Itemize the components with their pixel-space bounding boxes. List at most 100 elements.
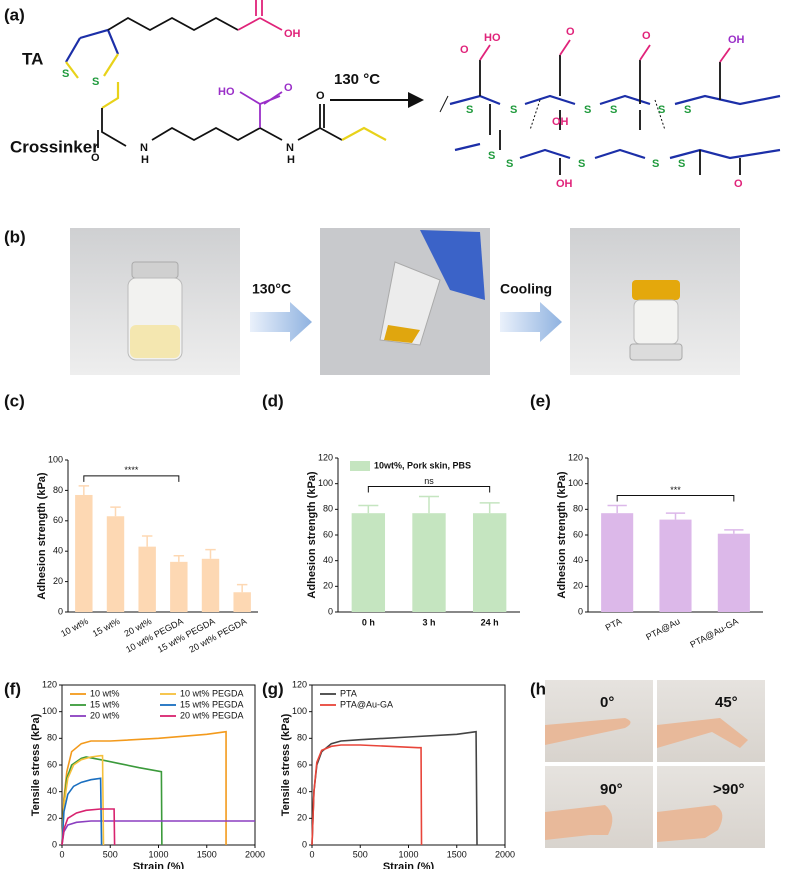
- y-axis-label: Tensile stress (kPa): [30, 713, 42, 816]
- atom: S: [466, 104, 473, 116]
- atom: S: [488, 150, 495, 162]
- x-tick-label: PTA@Au: [644, 616, 681, 642]
- x-tick-label: 1500: [447, 849, 467, 859]
- legend-label: 10wt%, Pork skin, PBS: [374, 460, 471, 470]
- bar: [659, 519, 692, 612]
- y-tick-label: 40: [573, 555, 583, 565]
- atom: HO: [484, 32, 501, 44]
- atom: O: [734, 178, 743, 190]
- atom: S: [92, 76, 99, 88]
- error-bar: [173, 555, 185, 562]
- y-tick-label: 20: [323, 581, 333, 591]
- error-bar: [665, 512, 686, 520]
- error-bar: [110, 506, 121, 517]
- y-tick-label: 80: [323, 504, 333, 514]
- finger: [545, 805, 613, 840]
- x-tick-label: 10 wt%: [59, 616, 90, 639]
- legend-label: 20 wt% PEGDA: [180, 710, 244, 720]
- x-tick-label: 1000: [148, 849, 168, 859]
- atom: OH: [556, 178, 573, 190]
- y-tick-label: 80: [53, 485, 63, 495]
- line: [61, 808, 116, 846]
- step-label: 130°C: [252, 281, 291, 297]
- error-bar: [236, 583, 248, 593]
- y-tick-label: 20: [47, 813, 57, 823]
- glove: [420, 230, 485, 300]
- melt: [384, 325, 420, 343]
- significance-bracket: [367, 486, 491, 493]
- vial: [379, 261, 441, 346]
- legend-label: 15 wt%: [90, 699, 120, 709]
- axis: [67, 460, 258, 613]
- significance-label: ***: [670, 485, 681, 495]
- significance-bracket: [83, 475, 180, 482]
- carboxyl: [479, 39, 731, 63]
- y-tick-label: 60: [47, 759, 57, 769]
- x-tick-label: 500: [103, 849, 118, 859]
- side-chain: [479, 55, 741, 175]
- x-tick-label: 3 h: [422, 617, 435, 627]
- y-axis-label: Adhesion strength (kPa): [36, 472, 48, 599]
- atom: O: [316, 90, 325, 102]
- arrow: [500, 302, 562, 342]
- y-tick-label: 0: [302, 839, 307, 849]
- h-bond: [529, 99, 541, 131]
- atom: S: [684, 104, 691, 116]
- bond: [151, 126, 261, 142]
- atom: S: [658, 104, 665, 116]
- x-tick-label: 2000: [495, 849, 515, 859]
- y-tick-label: 40: [47, 786, 57, 796]
- x-tick-label: 500: [353, 849, 368, 859]
- legend-label: 15 wt% PEGDA: [180, 699, 244, 709]
- y-tick-label: 120: [292, 679, 307, 689]
- atom: O: [91, 152, 100, 164]
- x-tick-label: 0 h: [362, 617, 375, 627]
- line: [311, 744, 423, 846]
- finger: [545, 718, 631, 745]
- significance-label: ****: [124, 465, 139, 475]
- y-tick-label: 120: [568, 452, 583, 462]
- backbone: [449, 94, 781, 106]
- bar: [201, 558, 220, 612]
- bond: [341, 126, 387, 141]
- vial: [633, 299, 679, 345]
- line: [61, 730, 227, 846]
- legend-label: PTA: [340, 688, 357, 698]
- y-tick-label: 0: [52, 839, 57, 849]
- panel-label: (d): [262, 391, 284, 410]
- atom: OH: [284, 28, 301, 40]
- y-tick-label: 80: [47, 733, 57, 743]
- line: [61, 756, 163, 846]
- bond: [239, 91, 283, 128]
- bar: [138, 546, 156, 612]
- x-axis-label: Strain (%): [133, 861, 185, 869]
- x-axis-label: Strain (%): [383, 861, 435, 869]
- vial-cap: [131, 261, 179, 279]
- atom: S: [678, 158, 685, 170]
- legend-label: PTA@Au-GA: [340, 699, 393, 709]
- x-tick-label: 2000: [245, 849, 265, 859]
- error-bar: [418, 495, 440, 514]
- y-tick-label: 120: [318, 452, 333, 462]
- line: [61, 820, 255, 846]
- atom: O: [642, 30, 651, 42]
- bond: [97, 108, 127, 148]
- x-tick-label: 24 h: [481, 617, 499, 627]
- y-tick-label: 40: [323, 555, 333, 565]
- bar: [351, 513, 386, 612]
- y-tick-label: 20: [297, 813, 307, 823]
- line: [61, 777, 103, 846]
- atom: N: [140, 142, 148, 154]
- y-tick-label: 60: [573, 529, 583, 539]
- y-tick-label: 20: [573, 581, 583, 591]
- y-axis-label: Adhesion strength (kPa): [556, 471, 568, 598]
- x-tick-label: PTA@Au-GA: [688, 616, 739, 650]
- x-tick-label: PTA: [604, 616, 624, 633]
- y-tick-label: 80: [297, 733, 307, 743]
- vial-cap: [629, 343, 683, 361]
- bond: [101, 82, 120, 109]
- atom: O: [284, 82, 293, 94]
- y-axis-label: Tensile stress (kPa): [280, 713, 292, 816]
- atom: S: [62, 68, 69, 80]
- panel-label: (b): [4, 227, 26, 246]
